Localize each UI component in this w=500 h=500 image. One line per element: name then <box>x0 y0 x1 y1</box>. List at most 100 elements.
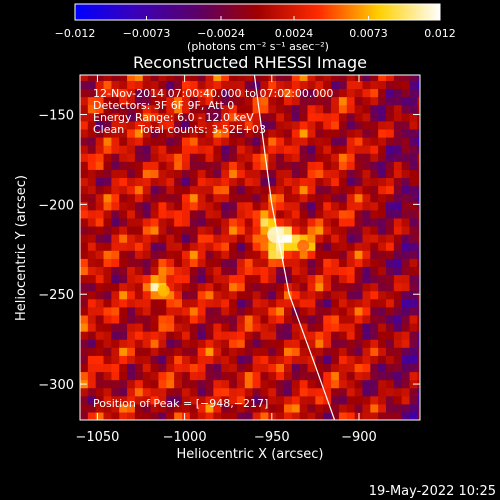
heatmap-cell <box>182 322 191 332</box>
heatmap-cell <box>346 104 356 114</box>
heatmap-cell <box>268 120 277 130</box>
heatmap-cell <box>338 339 348 348</box>
heatmap-cell <box>205 387 214 397</box>
heatmap-cell <box>150 128 160 138</box>
heatmap-cell <box>393 209 403 219</box>
heatmap-cell <box>127 136 136 146</box>
heatmap-cell <box>276 395 285 405</box>
heatmap-cell <box>354 250 364 259</box>
heatmap-cell <box>401 225 411 235</box>
heatmap-cell <box>362 347 371 356</box>
heatmap-cell <box>346 282 356 292</box>
heatmap-cell <box>346 185 356 195</box>
heatmap-cell <box>331 250 340 259</box>
heatmap-cell <box>323 201 332 211</box>
heatmap-cell <box>338 96 348 106</box>
heatmap-cell <box>150 250 160 259</box>
heatmap-cell <box>323 96 332 106</box>
heatmap-cell <box>315 411 324 420</box>
heatmap-cell <box>331 153 340 162</box>
heatmap-cell <box>205 209 214 219</box>
heatmap-cell <box>276 371 285 381</box>
heatmap-cell <box>236 242 246 251</box>
heatmap-cell <box>378 395 387 405</box>
heatmap-cell <box>134 379 144 389</box>
heatmap-cell <box>331 314 340 324</box>
heatmap-cell <box>323 161 332 170</box>
heatmap-cell <box>346 322 356 332</box>
heatmap-cell <box>103 403 112 413</box>
heatmap-cell <box>127 282 136 292</box>
heatmap-cell <box>409 185 418 195</box>
heatmap-cell <box>346 411 356 420</box>
heatmap-cell <box>315 331 324 340</box>
heatmap-cell <box>252 331 262 340</box>
heatmap-cell <box>401 136 411 146</box>
heatmap-cell <box>244 242 254 251</box>
heatmap-cell <box>260 371 269 381</box>
heatmap-cell <box>252 347 262 356</box>
heatmap-cell <box>299 234 309 243</box>
heatmap-cell <box>95 290 105 300</box>
heatmap-cell <box>229 136 238 146</box>
heatmap-cell <box>386 96 395 106</box>
heatmap-cell <box>323 306 332 316</box>
heatmap-cell <box>386 209 395 219</box>
heatmap-cell <box>111 322 120 332</box>
heatmap-cell <box>331 234 340 243</box>
heatmap-cell <box>393 298 403 308</box>
heatmap-cell <box>393 88 403 98</box>
heatmap-cell <box>284 306 293 316</box>
heatmap-cell <box>370 371 379 381</box>
heatmap-cell <box>386 145 395 154</box>
heatmap-cell <box>362 290 371 300</box>
heatmap-cell <box>158 209 167 219</box>
heatmap-cell <box>417 75 420 81</box>
heatmap-cell <box>260 379 269 389</box>
heatmap-cell <box>87 250 97 259</box>
heatmap-cell <box>417 258 420 267</box>
heatmap-cell <box>299 161 309 170</box>
heatmap-cell <box>111 169 120 179</box>
heatmap-cell <box>197 112 207 122</box>
heatmap-cell <box>87 136 97 146</box>
heatmap-cell <box>119 395 128 405</box>
heatmap-cell <box>268 347 277 356</box>
peak-position-label: Position of Peak = [−948,−217] <box>93 397 268 410</box>
heatmap-cell <box>354 209 364 219</box>
heatmap-cell <box>315 322 324 332</box>
heatmap-cell <box>236 145 246 154</box>
heatmap-cell <box>111 266 120 276</box>
heatmap-cell <box>127 225 136 235</box>
heatmap-cell <box>409 128 418 138</box>
heatmap-cell <box>338 128 348 138</box>
heatmap-cell <box>158 395 167 405</box>
heatmap-cell <box>142 185 152 195</box>
heatmap-cell <box>103 290 112 300</box>
heatmap-cell <box>409 161 418 170</box>
heatmap-cell <box>213 169 222 179</box>
heatmap-cell <box>189 282 199 292</box>
heatmap-cell <box>370 274 379 284</box>
heatmap-cell <box>370 298 379 308</box>
heatmap-cell <box>119 298 128 308</box>
heatmap-cell <box>158 379 167 389</box>
heatmap-cell <box>370 185 379 195</box>
heatmap-cell <box>87 242 97 251</box>
heatmap-cell <box>174 355 183 364</box>
heatmap-cell <box>331 128 340 138</box>
heatmap-cell <box>417 411 420 420</box>
heatmap-cell <box>236 112 246 122</box>
heatmap-cell <box>323 120 332 130</box>
heatmap-cell <box>158 242 167 251</box>
heatmap-cell <box>323 266 332 276</box>
heatmap-cell <box>291 395 301 405</box>
heatmap-cell <box>166 355 175 364</box>
heatmap-cell <box>166 314 175 324</box>
heatmap-cell <box>158 96 167 106</box>
heatmap-cell <box>229 379 238 389</box>
heatmap-cell <box>127 274 136 284</box>
heatmap-cell <box>315 282 324 292</box>
heatmap-cell <box>370 379 379 389</box>
heatmap-cell <box>166 411 175 420</box>
